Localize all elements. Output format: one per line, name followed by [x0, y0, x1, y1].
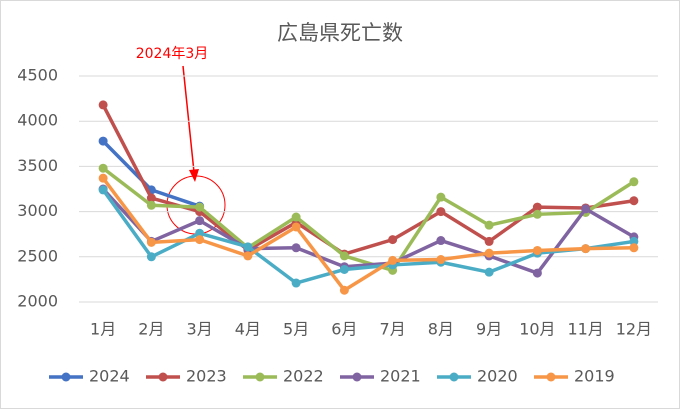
chart-title: 広島県死亡数 [277, 21, 403, 45]
x-tick-label: 3月 [187, 320, 213, 339]
point [146, 193, 156, 203]
legend-label: 2020 [477, 367, 518, 386]
x-tick-label: 2月 [138, 320, 164, 339]
point [581, 204, 591, 214]
x-tick-label: 5月 [283, 320, 309, 339]
x-tick-label: 12月 [616, 320, 652, 339]
y-tick-label: 2500 [17, 246, 58, 265]
point [484, 267, 494, 277]
legend-marker [255, 372, 265, 382]
point [146, 237, 156, 247]
point [243, 242, 253, 252]
point [629, 196, 639, 206]
legend-marker [158, 372, 168, 382]
point [195, 202, 205, 212]
point [581, 244, 591, 254]
annotation-arrowhead [189, 169, 199, 182]
point [532, 268, 542, 278]
x-tick-label: 9月 [476, 320, 502, 339]
point [532, 245, 542, 255]
x-tick-label: 10月 [519, 320, 555, 339]
legend-marker [352, 372, 362, 382]
point [339, 285, 349, 295]
annotation: 2024年3月 [136, 46, 209, 62]
point [484, 248, 494, 258]
y-tick-label: 4500 [17, 66, 58, 85]
annotation-arrow [182, 65, 195, 173]
y-tick-label: 3000 [17, 201, 58, 220]
legend-label: 2021 [380, 367, 421, 386]
y-tick-label: 2000 [17, 292, 58, 311]
point [195, 235, 205, 245]
point [484, 220, 494, 230]
x-tick-label: 4月 [235, 320, 261, 339]
point [291, 222, 301, 232]
point [339, 251, 349, 261]
point [436, 192, 446, 202]
point [291, 212, 301, 222]
point [291, 243, 301, 253]
point [532, 209, 542, 219]
series-line [101, 177, 634, 292]
legend-label: 2022 [283, 367, 324, 386]
point [388, 235, 398, 245]
legend-marker [61, 372, 71, 382]
point [98, 100, 108, 110]
point [98, 136, 108, 146]
point [98, 173, 108, 183]
point [98, 185, 108, 195]
point [243, 251, 253, 261]
point [484, 236, 494, 246]
point [146, 252, 156, 262]
point [629, 177, 639, 187]
x-tick-label: 1月 [90, 320, 116, 339]
point [195, 216, 205, 226]
point [98, 163, 108, 173]
x-tick-label: 6月 [331, 320, 357, 339]
point [629, 243, 639, 253]
point [388, 255, 398, 265]
y-tick-label: 4000 [17, 111, 58, 130]
x-tick-label: 8月 [428, 320, 454, 339]
point [436, 236, 446, 246]
legend-label: 2019 [574, 367, 615, 386]
legend-label: 2024 [89, 367, 130, 386]
point [291, 278, 301, 288]
point [146, 200, 156, 210]
legend-label: 2023 [186, 367, 227, 386]
legend-marker [546, 372, 556, 382]
point [436, 255, 446, 265]
series-line [101, 104, 635, 256]
point [436, 207, 446, 217]
y-tick-label: 3500 [17, 156, 58, 175]
legend-marker [449, 372, 459, 382]
point [195, 228, 205, 238]
x-tick-label: 11月 [567, 320, 603, 339]
point [629, 236, 639, 246]
point [339, 264, 349, 274]
point [532, 202, 542, 212]
series-line [101, 187, 635, 275]
series-line [102, 166, 635, 273]
series-line [101, 188, 635, 285]
x-tick-label: 7月 [380, 320, 406, 339]
